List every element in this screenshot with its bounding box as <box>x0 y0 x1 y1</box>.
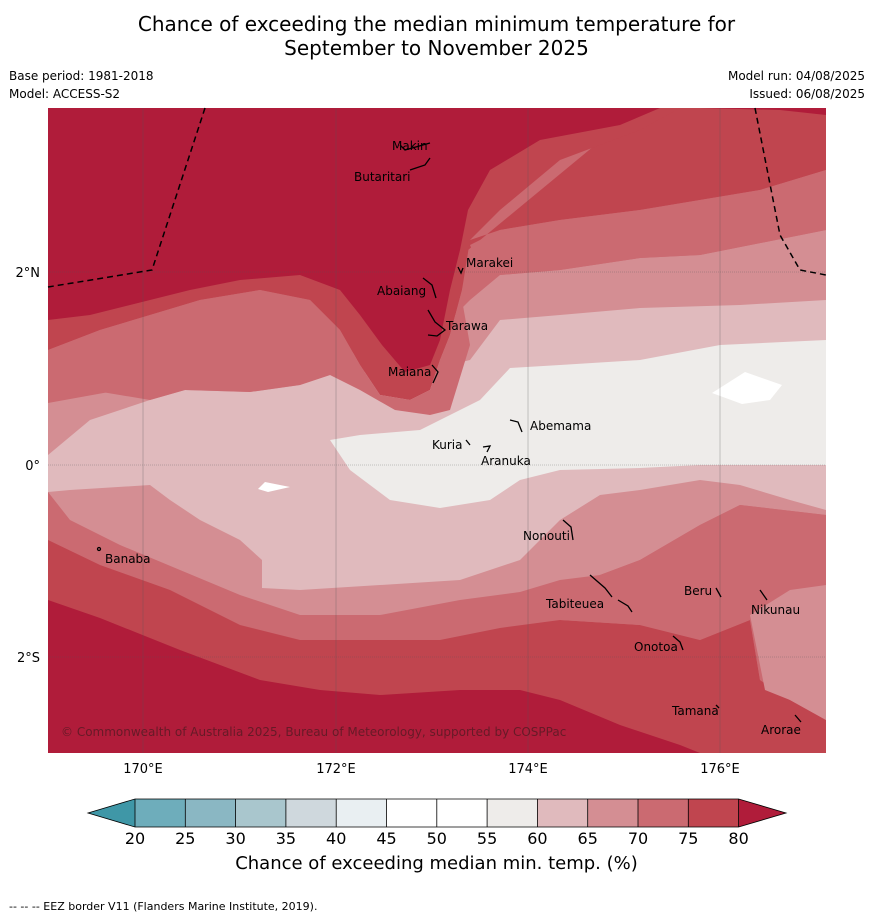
gridlines <box>48 108 826 753</box>
colorbar-tick-65: 65 <box>578 829 598 848</box>
colorbar-bin-30 <box>235 799 286 827</box>
lon-tick-172e: 172°E <box>316 762 356 777</box>
colorbar-tick-45: 45 <box>376 829 396 848</box>
colorbar-tick-40: 40 <box>326 829 346 848</box>
place-beru: Beru <box>684 584 712 598</box>
copyright-text: © Commonwealth of Australia 2025, Bureau… <box>61 725 566 739</box>
place-tamana: Tamana <box>671 704 719 718</box>
title-line-2: September to November 2025 <box>284 36 589 60</box>
colorbar-tick-30: 30 <box>225 829 245 848</box>
colorbar-tick-75: 75 <box>678 829 698 848</box>
contour-field <box>48 108 826 753</box>
model-name: Model: ACCESS-S2 <box>9 87 121 101</box>
place-banaba: Banaba <box>105 552 151 566</box>
colorbar-tick-50: 50 <box>427 829 447 848</box>
colorbar-tick-80: 80 <box>728 829 748 848</box>
model-run: Model run: 04/08/2025 <box>727 69 865 83</box>
place-makin: Makin <box>392 139 428 153</box>
colorbar-tick-70: 70 <box>628 829 648 848</box>
lon-tick-170e: 170°E <box>123 762 163 777</box>
colorbar-bin-25 <box>185 799 236 827</box>
colorbar-low-arrow <box>88 799 135 827</box>
place-abemama: Abemama <box>530 419 591 433</box>
contour-75-ne <box>462 108 826 255</box>
contour-80-south <box>48 600 700 753</box>
contour-50-west <box>258 482 290 492</box>
islands <box>96 142 802 723</box>
contour-55 <box>330 340 826 508</box>
colorbar-tick-25: 25 <box>175 829 195 848</box>
colorbar-tick-60: 60 <box>527 829 547 848</box>
issued-date: Issued: 06/08/2025 <box>749 87 865 101</box>
lat-tick-0: 0° <box>25 459 40 474</box>
colorbar-bin-45 <box>386 799 437 827</box>
colorbar: 20 25 30 35 40 45 50 55 60 65 70 75 80 <box>86 798 788 848</box>
place-butaritari: Butaritari <box>354 170 411 184</box>
place-nonouti: Nonouti <box>523 529 570 543</box>
colorbar-label: Chance of exceeding median min. temp. (%… <box>235 853 638 874</box>
place-nikunau: Nikunau <box>751 603 800 617</box>
colorbar-bin-50 <box>436 799 488 827</box>
colorbar-bin-75 <box>688 799 739 827</box>
base-period: Base period: 1981-2018 <box>9 69 154 83</box>
colorbar-high-arrow <box>738 799 786 827</box>
contour-70-se <box>560 505 826 720</box>
colorbar-bin-60 <box>537 799 588 827</box>
place-tabiteuea: Tabiteuea <box>545 597 604 611</box>
contour-80-ne <box>660 108 826 115</box>
colorbar-bin-65 <box>587 799 638 827</box>
contour-65-se <box>750 585 826 720</box>
chart-title: Chance of exceeding the median minimum t… <box>0 12 873 60</box>
place-kuria: Kuria <box>432 438 463 452</box>
contour-80-north <box>48 108 660 372</box>
title-line-1: Chance of exceeding the median minimum t… <box>137 12 736 36</box>
colorbar-bin-35 <box>285 799 337 827</box>
contour-70-ne <box>470 170 826 275</box>
lon-tick-174e: 174°E <box>508 762 548 777</box>
place-tarawa: Tarawa <box>445 319 488 333</box>
eez-border <box>47 107 827 288</box>
place-maiana: Maiana <box>388 365 431 379</box>
place-aranuka: Aranuka <box>481 454 531 468</box>
place-onotoa: Onotoa <box>634 640 678 654</box>
colorbar-bin-40 <box>336 799 387 827</box>
place-marakei: Marakei <box>466 256 513 270</box>
lat-tick-2n: 2°N <box>16 266 41 281</box>
contour-70-north <box>48 250 470 415</box>
lat-tick-2s: 2°S <box>17 651 40 666</box>
colorbar-tick-55: 55 <box>477 829 497 848</box>
colorbar-tick-35: 35 <box>276 829 296 848</box>
place-arorae: Arorae <box>761 723 801 737</box>
colorbar-bin-20 <box>135 799 186 827</box>
colorbar-tick-20: 20 <box>125 829 145 848</box>
footnote: -- -- -- EEZ border V11 (Flanders Marine… <box>9 900 318 913</box>
colorbar-bin-70 <box>638 799 689 827</box>
colorbar-bin-55 <box>487 799 538 827</box>
contour-50-east <box>712 372 782 404</box>
lon-tick-176e: 176°E <box>700 762 740 777</box>
place-abaiang: Abaiang <box>377 284 426 298</box>
